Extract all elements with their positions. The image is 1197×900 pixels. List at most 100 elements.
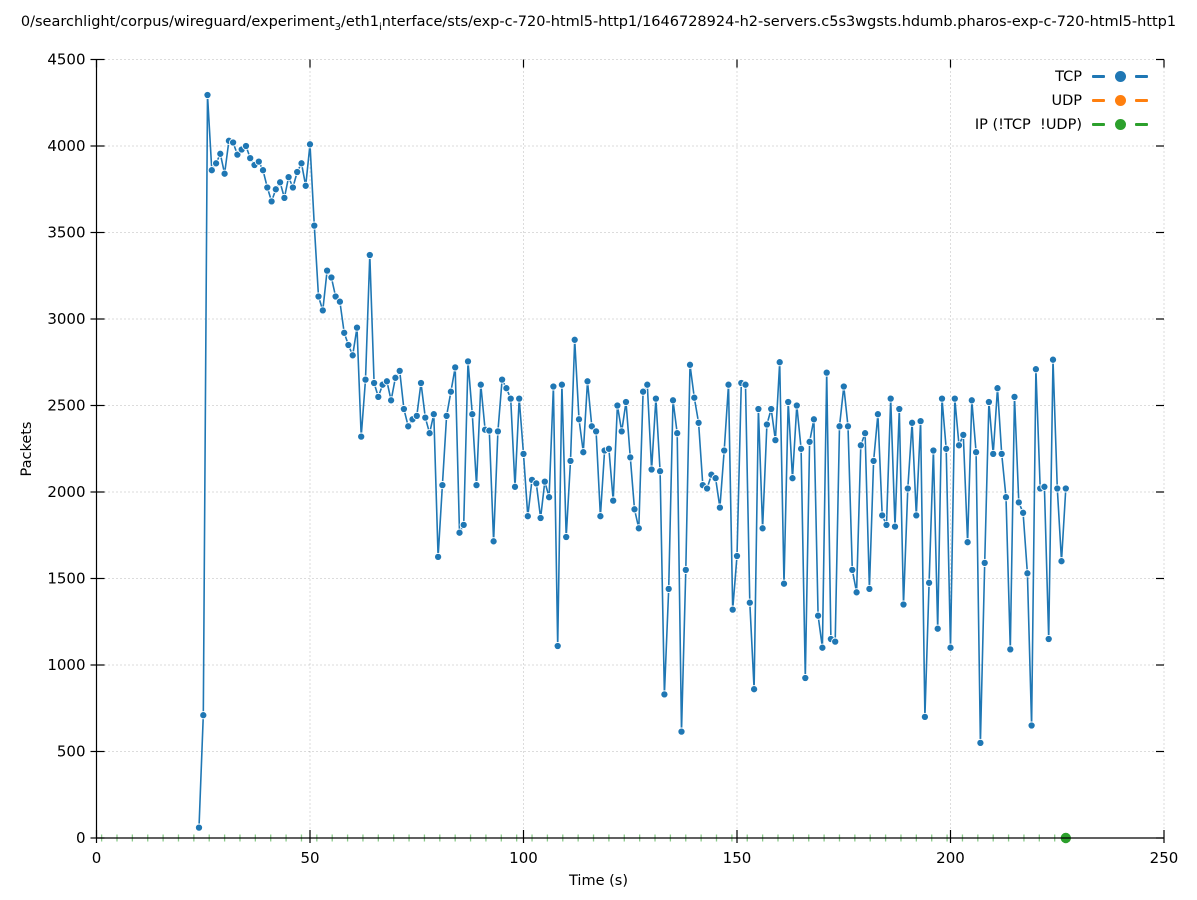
legend-label: TCP (1055, 68, 1082, 85)
tcp-point-marker (241, 141, 251, 151)
tcp-point-marker (762, 420, 771, 429)
tcp-point-marker (284, 173, 293, 182)
tcp-point-marker (434, 552, 443, 561)
tcp-point-marker (758, 524, 767, 533)
y-tick-label-1500: 1500 (47, 570, 85, 588)
tcp-point-marker (715, 503, 724, 512)
tcp-point-marker (515, 394, 524, 403)
tcp-point-marker (293, 167, 302, 177)
tcp-point-marker (728, 605, 737, 614)
tcp-point-marker (280, 193, 289, 202)
tcp-point-marker (767, 404, 776, 414)
tcp-point-marker (980, 558, 989, 567)
legend-label: UDP (1051, 92, 1082, 109)
tcp-point-marker (711, 474, 720, 483)
tcp-point-marker (233, 150, 242, 159)
tcp-point-marker (852, 588, 861, 597)
tcp-point-marker (976, 738, 985, 747)
tcp-point-marker (579, 448, 588, 457)
tcp-point-marker (229, 138, 238, 147)
tcp-point-marker (540, 477, 549, 486)
tcp-point-marker (318, 306, 327, 315)
legend-item-ip: IP (!TCP !UDP) (975, 113, 1148, 136)
x-tick-label-150: 150 (723, 849, 752, 867)
tcp-point-marker (536, 513, 545, 523)
tcp-point-marker (703, 484, 712, 493)
tcp-point-marker (954, 441, 964, 450)
tcp-point-marker (246, 154, 255, 163)
tcp-point-marker (882, 520, 891, 529)
tcp-point-marker (553, 641, 562, 651)
tcp-point-marker (468, 410, 477, 419)
tcp-point-marker (771, 436, 780, 445)
tcp-point-marker (331, 292, 340, 301)
tcp-point-marker (583, 377, 592, 386)
y-tick-label-1000: 1000 (47, 656, 85, 674)
tcp-point-marker (382, 377, 391, 386)
tcp-point-marker (1014, 498, 1023, 507)
tcp-point-marker (1031, 365, 1040, 374)
tcp-point-marker (455, 528, 464, 537)
tcp-point-marker (886, 394, 895, 403)
tcp-point-marker (301, 181, 310, 190)
tcp-point-marker (412, 411, 421, 420)
tcp-point-marker (792, 401, 801, 410)
tcp-point-marker (912, 511, 921, 520)
tcp-point-marker (212, 159, 221, 168)
tcp-point-marker (814, 611, 823, 620)
tcp-point-marker (801, 673, 810, 683)
tcp-point-marker (587, 422, 596, 431)
legend-line-marker-icon (1092, 119, 1148, 130)
tcp-point-marker (404, 422, 413, 431)
tcp-point-marker (276, 178, 285, 187)
tcp-point-marker (348, 351, 357, 360)
tcp-point-marker (566, 456, 575, 465)
tcp-point-marker (1061, 484, 1070, 493)
tcp-point-marker (323, 266, 332, 275)
tcp-point-marker (493, 427, 502, 436)
tcp-point-marker (429, 410, 438, 419)
tcp-point-marker (750, 685, 759, 694)
tcp-point-marker (395, 366, 404, 375)
tcp-point-marker (839, 382, 848, 391)
legend-item-tcp: TCP (1055, 65, 1148, 88)
tcp-point-marker (1023, 569, 1032, 578)
tcp-point-marker (643, 380, 652, 389)
tcp-point-marker (848, 565, 857, 574)
tcp-point-marker (425, 429, 434, 438)
tcp-point-marker (959, 430, 968, 439)
tcp-point-marker (745, 598, 754, 607)
tcp-point-marker (865, 584, 874, 593)
y-tick-label-2500: 2500 (47, 397, 85, 415)
tcp-point-marker (647, 465, 656, 474)
chart-title-sub2: i (378, 21, 382, 33)
tcp-point-marker (1027, 721, 1036, 730)
chart-title-part1: 0/searchlight/corpus/wireguard/experimen… (20, 14, 335, 30)
tcp-point-marker (681, 565, 690, 574)
tcp-point-marker (523, 512, 532, 521)
tcp-point-marker (664, 584, 673, 593)
y-tick-label-4000: 4000 (47, 137, 85, 155)
tcp-point-marker (609, 496, 618, 505)
tcp-point-marker (220, 169, 229, 178)
tcp-point-marker (895, 404, 904, 414)
x-tick-label-0: 0 (92, 849, 102, 867)
tcp-point-marker (685, 360, 695, 369)
tcp-point-marker (438, 481, 447, 490)
tcp-point-marker (297, 159, 306, 168)
tcp-point-marker (596, 512, 605, 521)
tcp-point-marker (532, 479, 541, 488)
tcp-point-marker (506, 394, 515, 403)
tcp-point-marker (421, 413, 430, 422)
tcp-point-marker (878, 511, 887, 520)
tcp-point-marker (1040, 482, 1049, 491)
tcp-point-marker (391, 373, 400, 382)
y-axis-label: Packets (19, 421, 35, 477)
tcp-point-marker (809, 415, 818, 424)
tcp-point-marker (263, 183, 272, 192)
tcp-point-marker (993, 384, 1002, 393)
tcp-point-marker (822, 368, 831, 377)
tcp-point-marker (1044, 634, 1053, 644)
